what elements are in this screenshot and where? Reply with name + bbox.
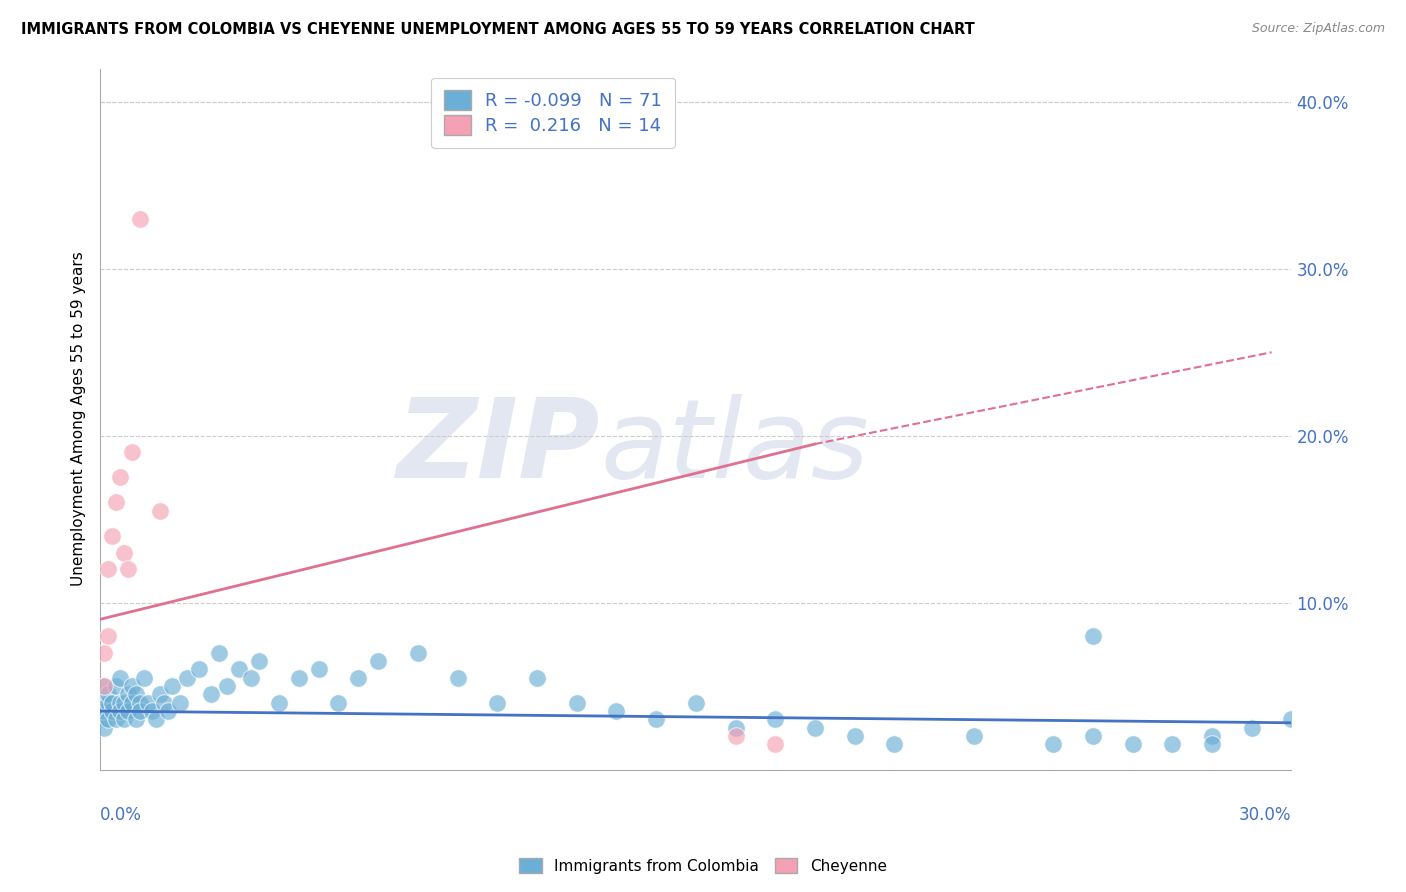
Point xyxy=(724,729,747,743)
Point xyxy=(605,704,627,718)
Point xyxy=(97,696,120,710)
Point xyxy=(149,687,172,701)
Point xyxy=(112,545,135,559)
Point xyxy=(97,687,120,701)
Point xyxy=(112,696,135,710)
Point xyxy=(685,696,707,710)
Point xyxy=(97,629,120,643)
Point xyxy=(486,696,509,710)
Point xyxy=(112,713,135,727)
Point xyxy=(149,504,172,518)
Point xyxy=(1122,738,1144,752)
Point xyxy=(117,562,139,576)
Point xyxy=(208,646,231,660)
Point xyxy=(108,696,131,710)
Point xyxy=(108,704,131,718)
Point xyxy=(526,671,548,685)
Point xyxy=(763,713,786,727)
Point xyxy=(169,696,191,710)
Point xyxy=(328,696,350,710)
Point xyxy=(105,713,128,727)
Point xyxy=(108,470,131,484)
Point xyxy=(1240,721,1263,735)
Point xyxy=(125,713,148,727)
Point xyxy=(228,662,250,676)
Point xyxy=(1081,629,1104,643)
Point xyxy=(240,671,263,685)
Point xyxy=(308,662,330,676)
Text: 30.0%: 30.0% xyxy=(1239,806,1292,824)
Point xyxy=(117,704,139,718)
Legend: Immigrants from Colombia, Cheyenne: Immigrants from Colombia, Cheyenne xyxy=(513,852,893,880)
Text: atlas: atlas xyxy=(600,393,869,500)
Point xyxy=(152,696,174,710)
Point xyxy=(141,704,163,718)
Point xyxy=(1201,738,1223,752)
Text: IMMIGRANTS FROM COLOMBIA VS CHEYENNE UNEMPLOYMENT AMONG AGES 55 TO 59 YEARS CORR: IMMIGRANTS FROM COLOMBIA VS CHEYENNE UNE… xyxy=(21,22,974,37)
Point xyxy=(93,646,115,660)
Point xyxy=(804,721,827,735)
Point xyxy=(156,704,179,718)
Point xyxy=(347,671,370,685)
Point xyxy=(267,696,290,710)
Point xyxy=(108,671,131,685)
Point xyxy=(188,662,211,676)
Point xyxy=(446,671,468,685)
Point xyxy=(105,679,128,693)
Text: ZIP: ZIP xyxy=(396,393,600,500)
Point xyxy=(93,679,115,693)
Point xyxy=(125,687,148,701)
Legend: R = -0.099   N = 71, R =  0.216   N = 14: R = -0.099 N = 71, R = 0.216 N = 14 xyxy=(432,78,675,148)
Point xyxy=(101,704,124,718)
Text: Source: ZipAtlas.com: Source: ZipAtlas.com xyxy=(1251,22,1385,36)
Point xyxy=(136,696,159,710)
Point xyxy=(217,679,239,693)
Point xyxy=(105,495,128,509)
Point xyxy=(93,704,115,718)
Point xyxy=(160,679,183,693)
Point xyxy=(176,671,198,685)
Point xyxy=(763,738,786,752)
Point xyxy=(145,713,167,727)
Point xyxy=(97,713,120,727)
Point xyxy=(1201,729,1223,743)
Point xyxy=(565,696,588,710)
Point xyxy=(121,679,143,693)
Point xyxy=(844,729,866,743)
Point xyxy=(93,696,115,710)
Point xyxy=(247,654,270,668)
Point xyxy=(93,679,115,693)
Point xyxy=(883,738,905,752)
Point xyxy=(200,687,222,701)
Point xyxy=(128,704,150,718)
Y-axis label: Unemployment Among Ages 55 to 59 years: Unemployment Among Ages 55 to 59 years xyxy=(72,252,86,586)
Point xyxy=(1081,729,1104,743)
Point xyxy=(93,713,115,727)
Point xyxy=(128,211,150,226)
Point xyxy=(121,696,143,710)
Point xyxy=(287,671,309,685)
Point xyxy=(128,696,150,710)
Point xyxy=(963,729,986,743)
Point xyxy=(97,562,120,576)
Point xyxy=(132,671,155,685)
Point xyxy=(121,445,143,459)
Point xyxy=(1161,738,1184,752)
Point xyxy=(367,654,389,668)
Point xyxy=(406,646,429,660)
Text: 0.0%: 0.0% xyxy=(100,806,142,824)
Point xyxy=(724,721,747,735)
Point xyxy=(645,713,668,727)
Point xyxy=(117,687,139,701)
Point xyxy=(101,696,124,710)
Point xyxy=(101,529,124,543)
Point xyxy=(1281,713,1303,727)
Point xyxy=(93,721,115,735)
Point xyxy=(1042,738,1064,752)
